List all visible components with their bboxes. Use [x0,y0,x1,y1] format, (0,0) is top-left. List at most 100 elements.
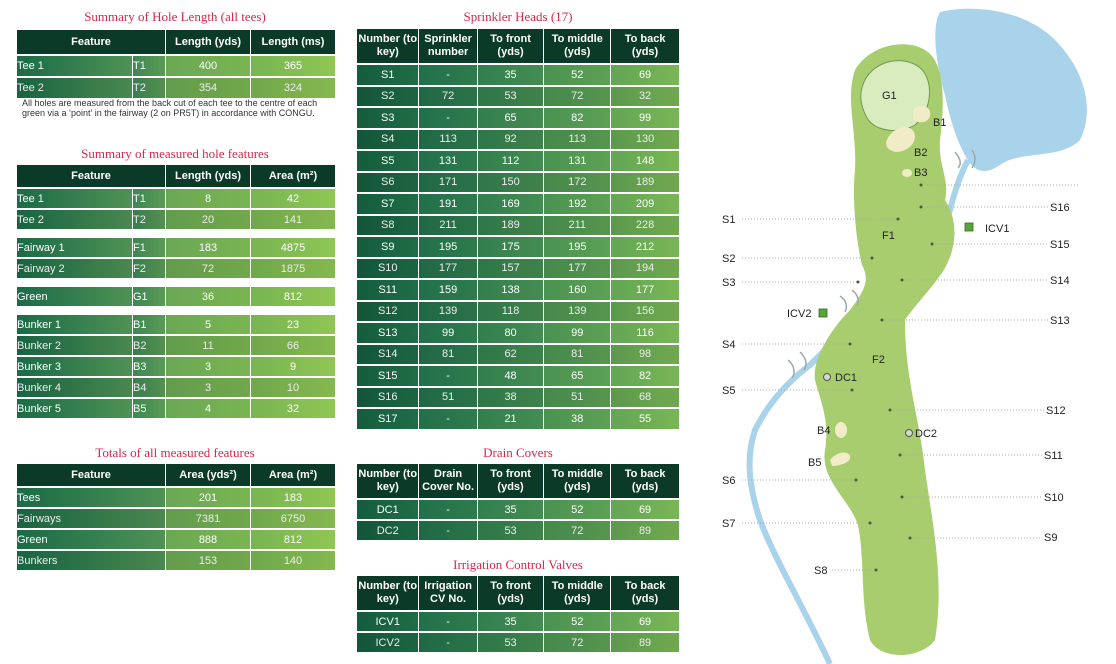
total-area-yds: 888 [166,530,250,549]
item-number: S2 [357,86,419,106]
distance-back: 212 [611,237,679,257]
col-header-area-yds: Area (yds²) [166,464,250,486]
label-icv1: ICV1 [985,223,1009,235]
feature-code: B5 [133,399,165,418]
distance-middle: 72 [544,521,611,540]
item-ref-number: 99 [419,323,477,343]
distance-back: 99 [611,108,679,128]
col-header-to-middle: To middle (yds) [544,29,611,63]
feature-name: Bunker 2 [17,336,132,355]
table-row: ICV1-35 52 69 [357,612,679,631]
item-ref-number: - [419,366,477,386]
distance-back: 148 [611,151,679,171]
feature-area: 23 [251,315,335,334]
label-dc2: DC2 [915,428,937,440]
distance-front: 112 [477,151,544,171]
feature-name: Bunker 4 [17,378,132,397]
table-row: S5 131 112 131 148 [357,151,679,171]
col-header-feature: Feature [17,30,165,54]
label-b1: B1 [933,117,946,129]
item-ref-number: 211 [419,215,477,235]
drains-title: Drain Covers [483,445,553,460]
sprinkler-s7 [868,521,872,525]
col-header-number: Number (to key) [357,29,419,63]
row-divider [17,231,335,236]
table-row: S17-21 38 55 [357,409,679,429]
item-number: S6 [357,172,419,192]
distance-middle: 172 [544,172,611,192]
col-header-length-ms: Length (ms) [251,30,335,54]
sprinkler-s9 [908,536,912,540]
distance-middle: 51 [544,387,611,407]
col-header-number: Number (to key) [357,576,419,610]
feature-length: 11 [166,336,250,355]
col-header-area: Area (m²) [251,165,335,187]
sprinkler-points [848,183,934,572]
table-row: Tees 201 183 [17,488,335,507]
item-number: S1 [357,65,419,85]
distance-back: 89 [611,633,679,652]
label-s3: S3 [722,277,735,289]
table-row: Bunkers 153 140 [17,551,335,570]
feature-code: T2 [133,78,165,98]
distance-back: 209 [611,194,679,214]
label-s2: S2 [722,253,735,265]
item-ref-number: - [419,521,477,540]
feature-name: Bunker 1 [17,315,132,334]
distance-back: 98 [611,344,679,364]
item-number: S7 [357,194,419,214]
sprinklers-table: Number (to key) Sprinkler number To fron… [356,27,680,431]
table-row: S6 171 150 172 189 [357,172,679,192]
table-row: S10 177 157 177 194 [357,258,679,278]
distance-front: 138 [477,280,544,300]
feature-length: 20 [166,210,250,229]
total-area-yds: 7381 [166,509,250,528]
sprinkler-s8 [874,568,878,572]
feature-code: T2 [133,210,165,229]
total-area-m: 812 [251,530,335,549]
item-number: S4 [357,129,419,149]
feature-name: Tee 1 [17,189,132,208]
distance-front: 35 [477,500,544,519]
bridge-2 [839,289,860,313]
label-f1: F1 [882,230,895,242]
col-header-feature: Feature [17,464,165,486]
total-area-yds: 201 [166,488,250,507]
item-number: S5 [357,151,419,171]
col-header-to-back: To back (yds) [611,29,679,63]
distance-front: 150 [477,172,544,192]
distance-middle: 113 [544,129,611,149]
distance-back: 194 [611,258,679,278]
sprinkler-s4 [848,342,852,346]
total-feature: Tees [17,488,165,507]
label-s10: S10 [1044,492,1064,504]
feature-name: Fairway 1 [17,238,132,257]
distance-middle: 131 [544,151,611,171]
total-feature: Green [17,530,165,549]
table-row: Fairway 1 F1 183 4875 [17,238,335,257]
feature-area: 4875 [251,238,335,257]
label-s4: S4 [722,339,735,351]
table-row: S16 51 38 51 68 [357,387,679,407]
sprinkler-s17 [919,183,923,187]
distance-front: 62 [477,344,544,364]
item-number: DC1 [357,500,419,519]
table-row: DC2-53 72 89 [357,521,679,540]
col-header-to-middle: To middle (yds) [544,576,611,610]
item-number: DC2 [357,521,419,540]
sprinkler-s11 [898,453,902,457]
bridge-1 [954,149,976,169]
distance-middle: 192 [544,194,611,214]
distance-back: 89 [611,521,679,540]
distance-middle: 38 [544,409,611,429]
label-f2: F2 [872,354,885,366]
item-ref-number: 131 [419,151,477,171]
col-header-feature: Feature [17,165,165,187]
sprinkler-s10 [900,495,904,499]
item-number: S11 [357,280,419,300]
feature-length: 36 [166,287,250,306]
item-ref-number: - [419,612,477,631]
distance-front: 21 [477,409,544,429]
distance-middle: 82 [544,108,611,128]
feature-area: 10 [251,378,335,397]
